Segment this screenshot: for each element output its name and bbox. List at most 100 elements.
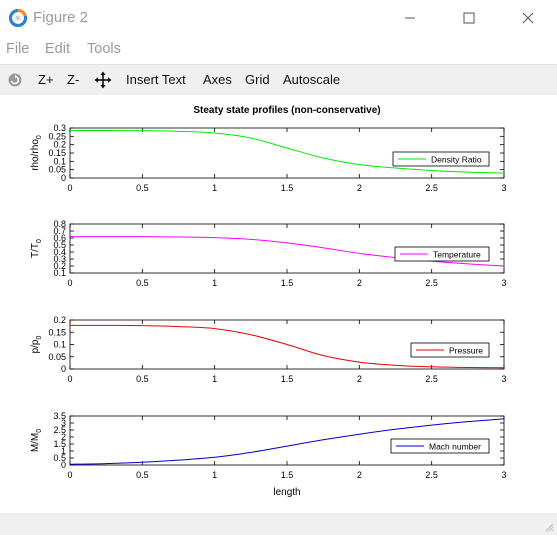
- legend-box: [390, 438, 490, 454]
- close-button[interactable]: [505, 0, 551, 36]
- menu-edit[interactable]: Edit: [45, 41, 70, 57]
- y-tick-label: 1: [61, 446, 66, 456]
- y-tick-label: 0.8: [53, 219, 66, 229]
- zoom-in-button[interactable]: Z+: [38, 72, 54, 87]
- y-tick-label: 0.2: [53, 140, 66, 150]
- y-tick-label: 0.05: [48, 165, 66, 175]
- legend-box: [394, 246, 490, 262]
- resize-grip-icon[interactable]: [544, 522, 554, 532]
- x-axis-label: length: [273, 487, 300, 498]
- x-tick-label: 3: [501, 470, 506, 480]
- y-tick-label: 0.6: [53, 233, 66, 243]
- y-tick-label: 0.15: [48, 148, 66, 158]
- y-tick-label: 0.2: [53, 261, 66, 271]
- x-tick-label: 3: [501, 278, 506, 288]
- y-axis-label: M/M0: [30, 429, 43, 452]
- y-tick-label: 0.5: [53, 453, 66, 463]
- x-tick-label: 2: [357, 278, 362, 288]
- menu-file[interactable]: File: [6, 41, 30, 57]
- pan-icon[interactable]: [94, 71, 112, 89]
- series-line: [69, 418, 505, 465]
- legend-box: [392, 151, 490, 167]
- y-tick-label: 2: [61, 432, 66, 442]
- figure-plot: Steaty state profiles (non-conservative)…: [30, 105, 507, 498]
- x-tick-label: 2.5: [425, 374, 438, 384]
- x-tick-label: 2: [357, 470, 362, 480]
- legend-label: Mach number: [429, 442, 481, 452]
- legend-box: [410, 342, 490, 358]
- legend: Pressure: [410, 342, 490, 358]
- minimize-icon: [405, 17, 415, 19]
- legend-label: Density Ratio: [431, 155, 482, 165]
- x-tick-label: 1: [212, 470, 217, 480]
- autoscale-button[interactable]: Autoscale: [283, 72, 341, 87]
- y-axis-label: p/p0: [30, 336, 43, 354]
- legend-label: Pressure: [449, 346, 483, 356]
- toolbar: Z+ Z- Insert Text Axes Grid Autoscale: [0, 64, 557, 95]
- menu-tools[interactable]: Tools: [87, 41, 121, 57]
- x-tick-label: 3: [501, 374, 506, 384]
- series-line: [69, 324, 505, 369]
- x-tick-label: 2.5: [425, 183, 438, 193]
- x-tick-label: 1.5: [281, 278, 294, 288]
- x-tick-label: 2.5: [425, 278, 438, 288]
- y-tick-label: 0.7: [53, 226, 66, 236]
- zoom-out-button[interactable]: Z-: [67, 72, 80, 87]
- minimize-button[interactable]: [387, 0, 433, 36]
- x-tick-label: 1.5: [281, 374, 294, 384]
- y-tick-label: 0: [61, 460, 66, 470]
- status-bar: [0, 513, 557, 535]
- x-tick-label: 1: [212, 183, 217, 193]
- y-tick-label: 0.25: [48, 131, 66, 141]
- x-tick-label: 0: [67, 470, 72, 480]
- y-axis-label: T/T0: [30, 239, 43, 258]
- x-tick-label: 0.5: [136, 183, 149, 193]
- grid-button[interactable]: Grid: [245, 72, 270, 87]
- x-tick-label: 1.5: [281, 183, 294, 193]
- x-tick-label: 0.5: [136, 470, 149, 480]
- legend: Density Ratio: [392, 151, 490, 167]
- insert-text-button[interactable]: Insert Text: [126, 72, 186, 87]
- y-tick-label: 0.1: [53, 268, 66, 278]
- x-tick-label: 2.5: [425, 470, 438, 480]
- figure-title: Steaty state profiles (non-conservative): [193, 105, 380, 116]
- subplot-2: 0 0.5 1 1.5 2 2.5 30.10.20.30.40.50.60.70.8T/T…: [30, 219, 507, 288]
- y-tick-label: 0.5: [53, 240, 66, 250]
- y-tick-label: 0.2: [53, 315, 66, 325]
- y-tick-label: 0.1: [53, 156, 66, 166]
- x-tick-label: 1: [212, 374, 217, 384]
- y-tick-label: 0.4: [53, 247, 66, 257]
- app-logo-icon: [9, 9, 27, 27]
- y-tick-label: 0: [61, 173, 66, 183]
- x-tick-label: 0.5: [136, 374, 149, 384]
- y-tick-label: 0.05: [48, 352, 66, 362]
- axes-button[interactable]: Axes: [203, 72, 232, 87]
- rotate-icon[interactable]: [7, 72, 23, 88]
- x-tick-label: 3: [501, 183, 506, 193]
- series-line: [69, 129, 505, 174]
- y-tick-label: 0.1: [53, 340, 66, 350]
- y-tick-label: 3: [61, 418, 66, 428]
- figure-canvas[interactable]: Steaty state profiles (non-conservative)…: [0, 95, 557, 513]
- y-tick-label: 0.3: [53, 123, 66, 133]
- y-tick-label: 0.3: [53, 254, 66, 264]
- y-tick-label: 1.5: [53, 439, 66, 449]
- y-tick-label: 0: [61, 364, 66, 374]
- x-tick-label: 0: [67, 183, 72, 193]
- maximize-button[interactable]: [446, 0, 492, 36]
- menu-bar: File Edit Tools: [0, 36, 557, 64]
- close-icon: [522, 12, 534, 24]
- legend: Temperature: [394, 246, 490, 262]
- y-tick-label: 0.15: [48, 327, 66, 337]
- y-tick-label: 3.5: [53, 411, 66, 421]
- x-tick-label: 1.5: [281, 470, 294, 480]
- legend: Mach number: [390, 438, 490, 454]
- y-axis-label: rho/rho0: [30, 135, 43, 171]
- x-tick-label: 0: [67, 374, 72, 384]
- subplot-1: 0 0.5 1 1.5 2 2.5 3 00.050.10.150.20.250.3 rho/r…: [30, 123, 507, 193]
- x-tick-label: 0.5: [136, 278, 149, 288]
- x-tick-label: 2: [357, 374, 362, 384]
- maximize-icon: [463, 12, 475, 24]
- legend-label: Temperature: [433, 250, 481, 260]
